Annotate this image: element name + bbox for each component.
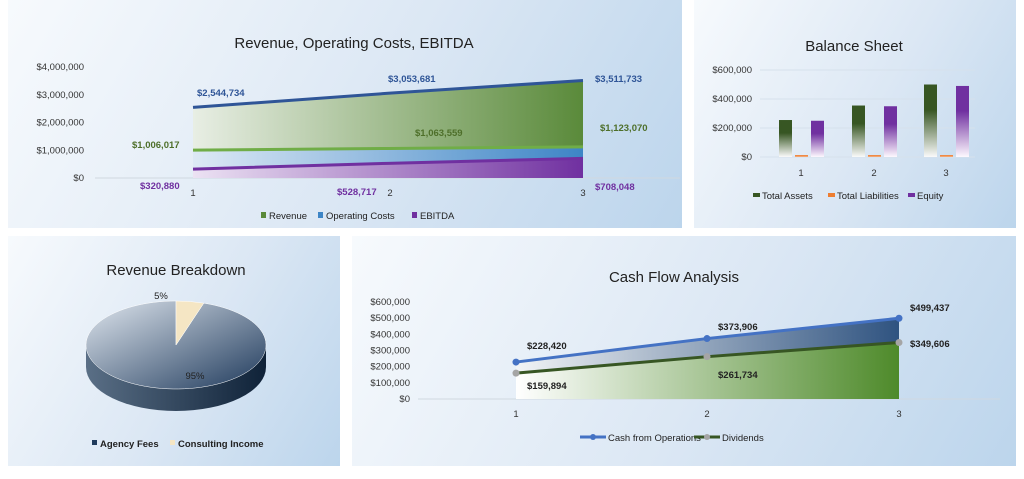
- data-point-marker: [895, 314, 903, 322]
- series-line: [192, 156, 584, 171]
- chart-title: Balance Sheet: [805, 38, 903, 55]
- x-tick-label: 1: [798, 168, 803, 179]
- data-label: $3,511,733: [595, 74, 642, 85]
- legend-swatch: [261, 212, 266, 218]
- y-tick-label: $0: [741, 152, 752, 163]
- y-tick-label: $400,000: [370, 329, 410, 340]
- y-tick-label: $0: [73, 173, 84, 184]
- x-tick-label: 3: [580, 188, 585, 199]
- bar-equity: [956, 85, 969, 157]
- x-tick-label: 3: [943, 168, 948, 179]
- bar-total-liabilities: [868, 155, 881, 157]
- data-label: $499,437: [910, 303, 950, 314]
- data-label: $2,544,734: [197, 88, 245, 99]
- chart-title: Revenue Breakdown: [106, 262, 245, 279]
- data-point-marker: [512, 358, 520, 366]
- data-label: $3,053,681: [388, 74, 436, 85]
- y-tick-label: $600,000: [712, 65, 752, 76]
- data-label: $228,420: [527, 341, 567, 352]
- data-label: $261,734: [718, 370, 758, 381]
- data-point-marker: [703, 335, 711, 343]
- chart-title: Cash Flow Analysis: [609, 269, 739, 286]
- y-tick-label: $400,000: [712, 94, 752, 105]
- legend-swatch: [753, 193, 760, 197]
- legend-label: Operating Costs: [326, 211, 395, 222]
- data-label: $349,606: [910, 339, 950, 350]
- x-tick-label: 1: [513, 409, 518, 420]
- bar-total-liabilities: [795, 155, 808, 157]
- data-label: $528,717: [337, 187, 377, 198]
- pie-label: 95%: [185, 371, 205, 382]
- data-point-marker: [895, 338, 903, 346]
- pie-label: 5%: [154, 291, 168, 302]
- y-tick-label: $1,000,000: [36, 145, 84, 156]
- data-label: $708,048: [595, 182, 635, 193]
- pie-slice-consulting-income: [175, 300, 205, 346]
- y-tick-label: $600,000: [370, 297, 410, 308]
- legend-swatch: [412, 212, 417, 218]
- y-tick-label: $300,000: [370, 346, 410, 357]
- legend-label: Consulting Income: [178, 439, 264, 450]
- y-tick-label: $3,000,000: [36, 90, 84, 101]
- bar-total-assets: [779, 120, 792, 157]
- area-dividends: [516, 342, 899, 399]
- data-label: $159,894: [527, 381, 567, 392]
- y-tick-label: $200,000: [712, 123, 752, 134]
- data-label: $320,880: [140, 181, 180, 192]
- bar-total-assets: [852, 105, 865, 157]
- legend-swatch: [908, 193, 915, 197]
- bar-total-assets: [924, 84, 937, 157]
- x-tick-label: 2: [387, 188, 392, 199]
- legend-label: Agency Fees: [100, 439, 159, 450]
- y-tick-label: $2,000,000: [36, 118, 84, 129]
- legend-label: EBITDA: [420, 211, 455, 222]
- y-tick-label: $4,000,000: [36, 62, 84, 73]
- bar-total-liabilities: [940, 155, 953, 157]
- bar-equity: [884, 106, 897, 157]
- y-tick-label: $500,000: [370, 313, 410, 324]
- data-point-marker: [703, 353, 711, 361]
- data-label: $373,906: [718, 322, 758, 333]
- data-point-marker: [512, 369, 520, 377]
- legend-label: Cash from Operations: [608, 433, 701, 444]
- series-line: [192, 145, 584, 152]
- legend-swatch: [318, 212, 323, 218]
- y-tick-label: $100,000: [370, 378, 410, 389]
- legend-label: Revenue: [269, 211, 307, 222]
- legend-swatch: [170, 440, 175, 445]
- legend-label: Dividends: [722, 433, 764, 444]
- bar-equity: [811, 120, 824, 157]
- series-line: [192, 79, 584, 109]
- chart-title: Revenue, Operating Costs, EBITDA: [234, 35, 473, 52]
- x-tick-label: 2: [871, 168, 876, 179]
- y-tick-label: $0: [399, 394, 410, 405]
- x-tick-label: 1: [190, 188, 195, 199]
- legend-label: Total Assets: [762, 191, 813, 202]
- legend-swatch: [828, 193, 835, 197]
- area-ebitda: [193, 158, 583, 178]
- y-tick-label: $200,000: [370, 362, 410, 373]
- legend-marker: [704, 434, 710, 440]
- x-tick-label: 3: [896, 409, 901, 420]
- legend-swatch: [92, 440, 97, 445]
- x-tick-label: 2: [704, 409, 709, 420]
- data-label: $1,123,070: [600, 123, 648, 134]
- legend-marker: [590, 434, 596, 440]
- data-label: $1,063,559: [415, 128, 463, 139]
- data-label: $1,006,017: [132, 140, 180, 151]
- legend-label: Equity: [917, 191, 944, 202]
- legend-label: Total Liabilities: [837, 191, 899, 202]
